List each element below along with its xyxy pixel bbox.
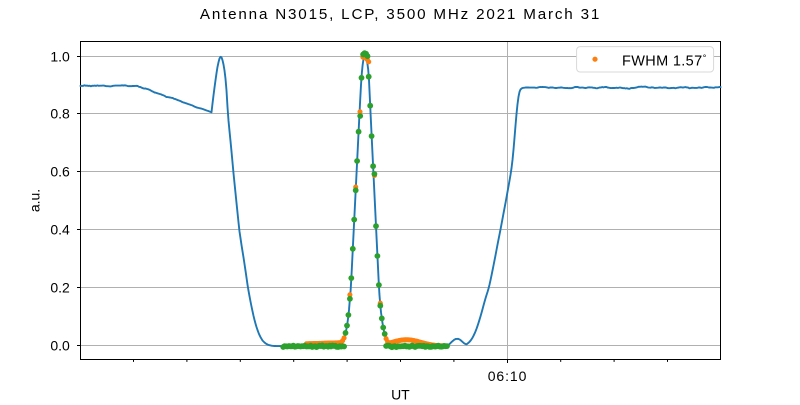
svg-text:0.4: 0.4: [50, 222, 70, 238]
svg-text:0.6: 0.6: [50, 164, 70, 180]
svg-text:FWHM 1.57: FWHM 1.57: [622, 54, 703, 70]
svg-text:0.2: 0.2: [50, 280, 70, 296]
svg-text:a.u.: a.u.: [27, 189, 43, 212]
svg-text:1.0: 1.0: [50, 49, 70, 65]
svg-text:0.8: 0.8: [50, 106, 70, 122]
svg-text:0.0: 0.0: [50, 338, 70, 354]
svg-text:06:10: 06:10: [488, 368, 528, 384]
svg-text:Antenna N3015, LCP, 3500 MHz 2: Antenna N3015, LCP, 3500 MHz 2021 March …: [200, 6, 601, 23]
svg-text:°: °: [703, 53, 707, 64]
svg-text:UT: UT: [391, 387, 410, 401]
